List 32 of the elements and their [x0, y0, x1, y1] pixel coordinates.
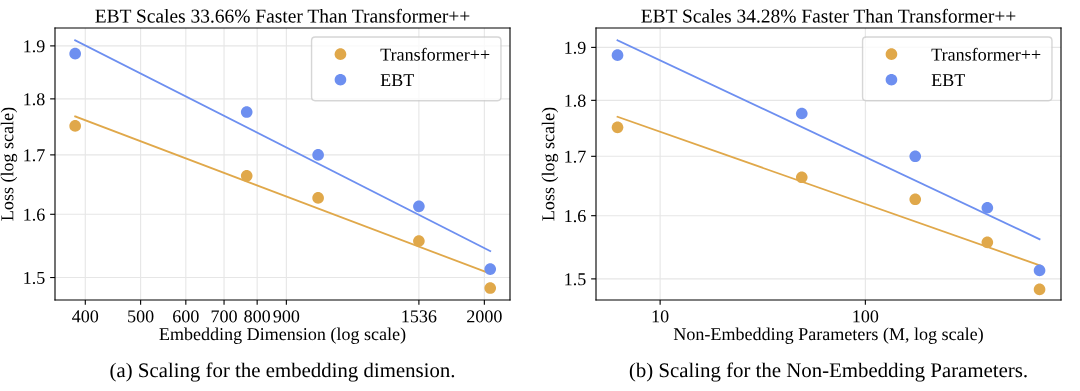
y-tick-label: 1.9	[24, 40, 45, 53]
y-tick-label: 1.6	[24, 208, 45, 221]
x-tick-label: 10	[652, 310, 669, 323]
y-tick-label: 1.5	[24, 271, 45, 285]
text: (b) Scaling for the Non-Embedding Parameters.	[629, 362, 1027, 382]
legend-label: EBT	[931, 74, 965, 87]
chart-title: EBT Scales 33.66% Faster Than Transformer++	[95, 8, 470, 23]
x-tick-label: 700	[211, 310, 237, 323]
legend-label: EBT	[380, 74, 414, 87]
x-tick-label: 800	[244, 310, 271, 323]
x-tick-label: 500	[128, 310, 154, 323]
chart-title: EBT Scales 34.28% Faster Than Transformer++	[641, 8, 1016, 23]
y-tick-label: 1.7	[24, 149, 45, 162]
x-tick-label: 400	[72, 310, 99, 323]
y-tick-label: 1.6	[565, 209, 586, 223]
x-tick-label: 900	[273, 310, 300, 323]
legend-label: Transformer++	[931, 47, 1041, 61]
x-tick-label: 600	[173, 310, 199, 323]
legend-label: Transformer++	[380, 47, 490, 61]
y-tick-label: 1.9	[565, 41, 586, 54]
y-tick-label: 1.8	[565, 94, 586, 107]
text: (a) Scaling for the embedding dimension.	[110, 362, 455, 382]
x-tick-label: 2000	[467, 310, 502, 323]
y-tick-label: 1.5	[565, 273, 586, 286]
x-tick-label: 100	[853, 310, 879, 323]
y-tick-label: 1.8	[24, 93, 45, 106]
x-axis-title: Embedding Dimension (log scale)	[159, 327, 406, 344]
y-tick-label: 1.7	[565, 150, 586, 163]
x-tick-label: 1536	[402, 310, 437, 323]
x-axis-title: Non-Embedding Parameters (M, log scale)	[673, 327, 983, 344]
y-axis-title: Loss (log scale)	[541, 107, 559, 221]
y-axis-title: Loss (log scale)	[0, 107, 18, 221]
